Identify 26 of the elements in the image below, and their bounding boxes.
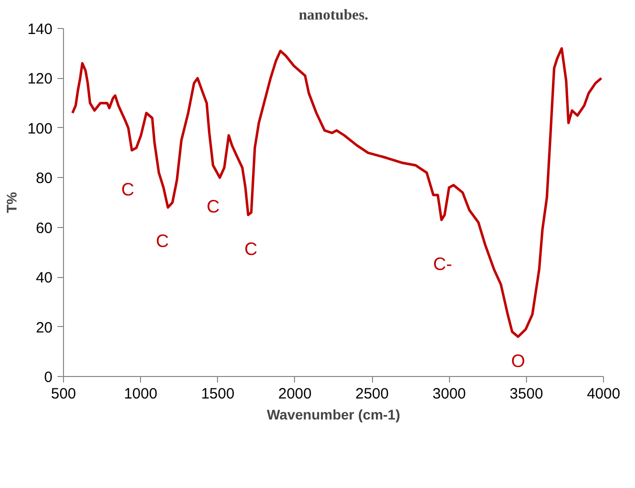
annotation: C: [121, 180, 134, 200]
chart-title: nanotubes.: [298, 8, 369, 24]
annotation: C: [244, 239, 258, 260]
y-tick-label: 80: [36, 170, 53, 188]
y-tick-label: 0: [44, 369, 52, 386]
y-axis-title: T%: [3, 191, 20, 213]
x-tick-label: 1500: [201, 386, 234, 402]
y-tick-label: 120: [27, 70, 53, 88]
annotation: O: [511, 350, 526, 371]
y-tick-label: 100: [27, 120, 53, 138]
y-tick-label: 140: [27, 21, 53, 38]
x-axis-title: Wavenumber (cm-1): [266, 406, 400, 422]
x-tick-label: 4000: [586, 386, 620, 402]
x-tick-label: 2000: [278, 386, 312, 402]
line-series: [71, 47, 603, 338]
y-tick-label: 40: [36, 270, 53, 287]
annotation: C: [156, 231, 169, 252]
y-tick-label: 20: [36, 319, 53, 336]
y-tick-label: 60: [36, 220, 53, 237]
x-tick-label: 1000: [124, 386, 158, 402]
x-tick-label: 2500: [355, 386, 389, 402]
annotation: C: [206, 196, 220, 216]
annotation: C-: [433, 254, 452, 274]
x-tick-label: 3500: [510, 386, 544, 402]
x-tick-label: 3000: [432, 386, 466, 402]
x-tick-label: 500: [50, 386, 76, 402]
